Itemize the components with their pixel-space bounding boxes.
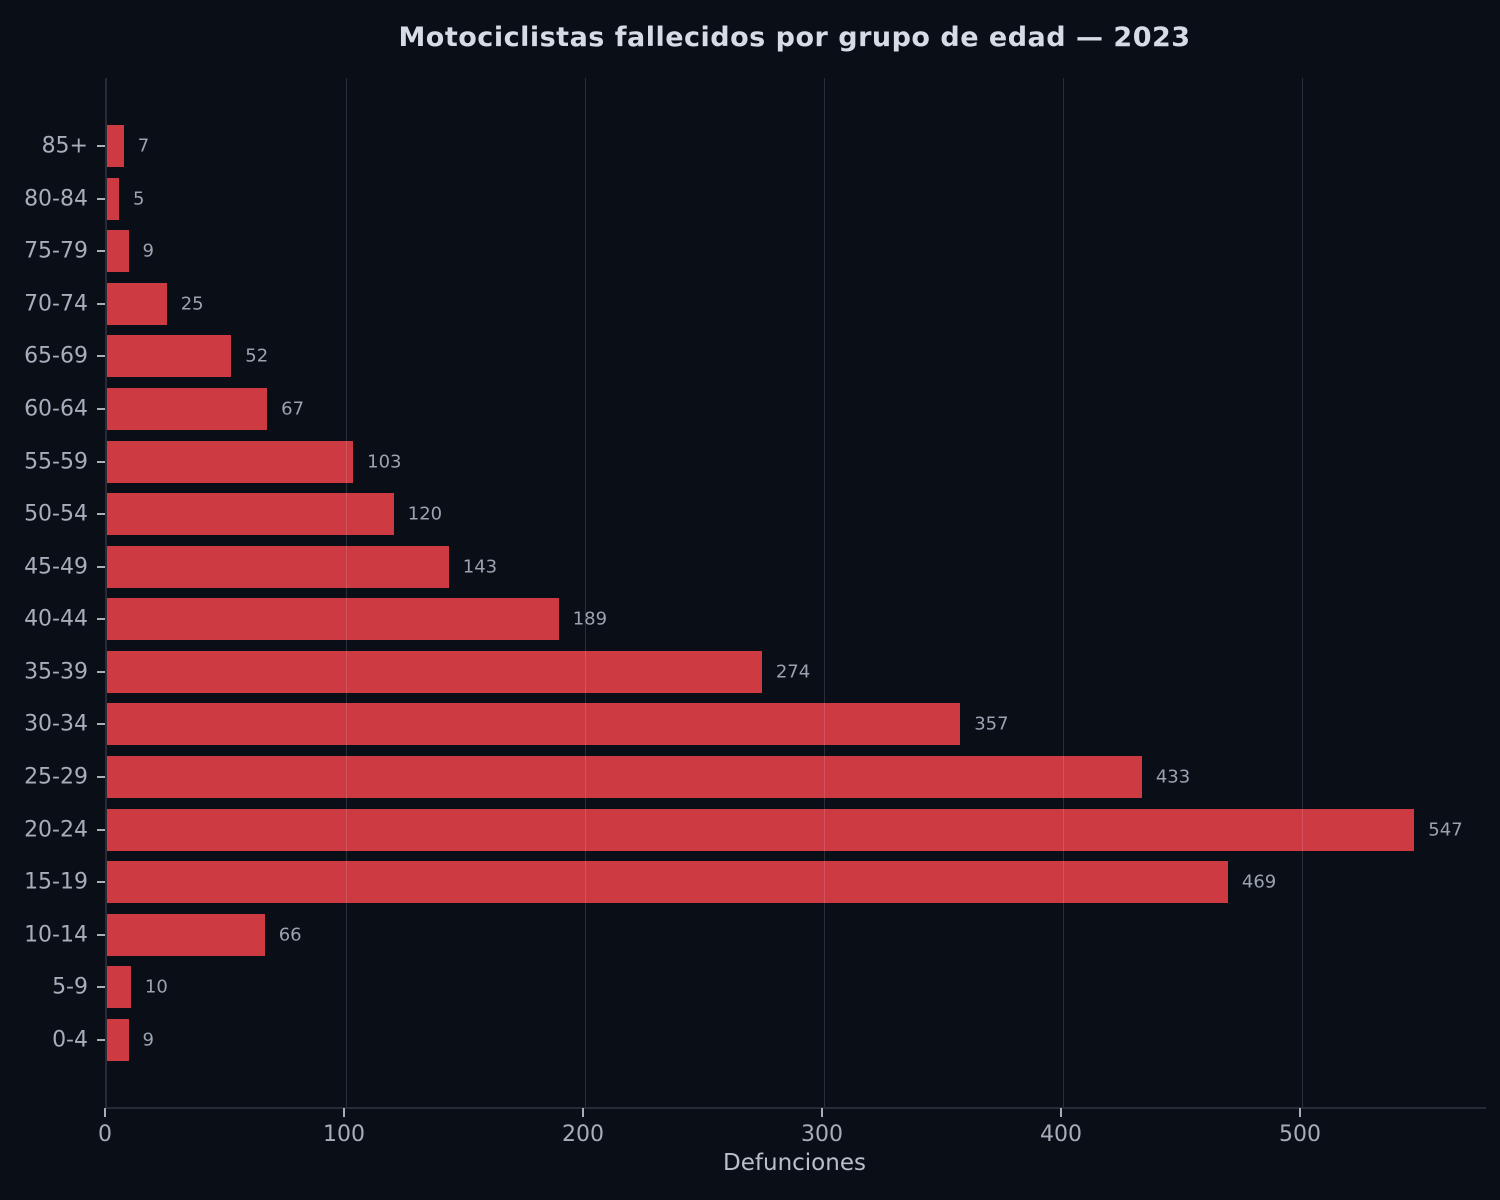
y-tick-mark-65-69 [97, 355, 105, 358]
y-tick-label-20-24: 20-24 [24, 817, 88, 843]
gridline-x-100 [345, 78, 347, 1107]
value-label-75-79: 9 [142, 240, 154, 262]
value-label-45-49: 143 [462, 556, 498, 578]
x-tick-label-300: 300 [800, 1122, 843, 1147]
bar-15-19 [107, 861, 1228, 904]
bar-0-4 [107, 1019, 129, 1062]
y-tick-mark-70-74 [97, 302, 105, 305]
value-label-40-44: 189 [572, 608, 608, 630]
y-tick-mark-5-9 [97, 986, 105, 989]
value-label-25-29: 433 [1155, 766, 1191, 788]
x-tick-mark-400 [1059, 1108, 1062, 1117]
y-tick-label-10-14: 10-14 [24, 922, 88, 948]
bar-60-64 [107, 387, 268, 430]
y-tick-mark-60-64 [97, 407, 105, 410]
y-tick-label-30-34: 30-34 [24, 711, 88, 737]
bar-40-44 [107, 598, 559, 641]
value-label-65-69: 52 [245, 345, 269, 367]
x-tick-label-100: 100 [322, 1122, 365, 1147]
value-label-80-84: 5 [132, 188, 145, 210]
value-label-50-54: 120 [407, 503, 443, 525]
bar-20-24 [107, 808, 1415, 851]
bar-30-34 [107, 703, 961, 746]
x-tick-label-400: 400 [1039, 1122, 1082, 1147]
y-tick-mark-50-54 [97, 513, 105, 516]
plot-area: 7 5 9 25 52 67 103 120 143 189 274 357 433 547 469 66 10… [105, 78, 1486, 1109]
bar-55-59 [107, 440, 354, 483]
value-label-70-74: 25 [180, 293, 204, 315]
gridline-x-400 [1062, 78, 1064, 1107]
value-label-35-39: 274 [775, 661, 811, 683]
x-tick-mark-300 [820, 1108, 823, 1117]
bar-85+ [107, 125, 124, 167]
y-tick-mark-20-24 [97, 828, 105, 831]
x-tick-mark-0 [104, 1108, 106, 1117]
y-tick-label-0-4: 0-4 [52, 1027, 88, 1053]
y-tick-label-45-49: 45-49 [24, 554, 88, 580]
gridline-x-200 [584, 78, 586, 1107]
x-tick-label-0: 0 [98, 1122, 112, 1147]
x-tick-label-500: 500 [1278, 1122, 1321, 1147]
y-tick-mark-80-84 [97, 197, 105, 200]
y-tick-mark-40-44 [97, 618, 105, 621]
y-tick-label-40-44: 40-44 [24, 606, 88, 632]
y-tick-label-60-64: 60-64 [24, 396, 88, 422]
x-axis-label: Defunciones [723, 1150, 866, 1176]
gridline-x-300 [823, 78, 825, 1107]
value-label-60-64: 67 [281, 398, 305, 420]
y-tick-label-5-9: 5-9 [52, 974, 88, 1000]
bar-45-49 [107, 545, 449, 588]
y-tick-label-35-39: 35-39 [24, 659, 88, 685]
bar-5-9 [107, 966, 131, 1009]
y-tick-label-25-29: 25-29 [24, 764, 88, 790]
bar-10-14 [107, 913, 265, 956]
y-tick-label-55-59: 55-59 [24, 449, 88, 475]
bar-75-79 [107, 230, 129, 273]
value-label-30-34: 357 [974, 713, 1009, 735]
value-label-10-14: 66 [278, 924, 302, 946]
y-tick-label-75-79: 75-79 [24, 238, 88, 264]
y-tick-mark-0-4 [97, 1039, 105, 1042]
value-label-0-4: 9 [142, 1029, 154, 1051]
value-label-20-24: 547 [1428, 819, 1463, 841]
y-tick-label-80-84: 80-84 [24, 186, 88, 212]
y-tick-mark-45-49 [97, 565, 105, 568]
bar-70-74 [107, 282, 167, 325]
y-tick-label-70-74: 70-74 [24, 291, 88, 317]
value-label-55-59: 103 [367, 451, 402, 473]
y-tick-label-50-54: 50-54 [24, 501, 88, 527]
y-tick-label-15-19: 15-19 [24, 869, 88, 895]
y-tick-mark-30-34 [97, 723, 105, 726]
bar-25-29 [107, 756, 1142, 799]
y-tick-label-85+: 85+ [41, 133, 88, 159]
y-axis: 85+ 80-84 75-79 70-74 65-69 60-64 55-59 50-54 45… [0, 78, 105, 1107]
y-tick-mark-15-19 [97, 881, 105, 884]
x-tick-mark-200 [581, 1108, 584, 1117]
bar-80-84 [107, 177, 119, 220]
y-tick-mark-75-79 [97, 250, 105, 253]
value-label-5-9: 10 [144, 976, 168, 998]
y-tick-mark-10-14 [97, 933, 105, 936]
gridline-x-500 [1301, 78, 1303, 1107]
y-tick-mark-35-39 [97, 670, 105, 673]
bar-65-69 [107, 335, 232, 378]
value-label-15-19: 469 [1241, 871, 1277, 893]
y-tick-label-65-69: 65-69 [24, 343, 88, 369]
x-tick-mark-500 [1298, 1108, 1301, 1117]
chart-title: Motociclistas fallecidos por grupo de ed… [398, 22, 1191, 53]
x-tick-label-200: 200 [561, 1122, 604, 1147]
value-label-85+: 7 [137, 135, 150, 157]
y-tick-mark-85+ [97, 145, 105, 147]
x-axis: 0 100 200 300 400 500 [98, 1108, 1484, 1168]
y-tick-mark-55-59 [97, 460, 105, 463]
x-tick-mark-100 [342, 1108, 345, 1117]
y-tick-mark-25-29 [97, 776, 105, 779]
bar-50-54 [107, 493, 394, 536]
bar-35-39 [107, 650, 762, 693]
